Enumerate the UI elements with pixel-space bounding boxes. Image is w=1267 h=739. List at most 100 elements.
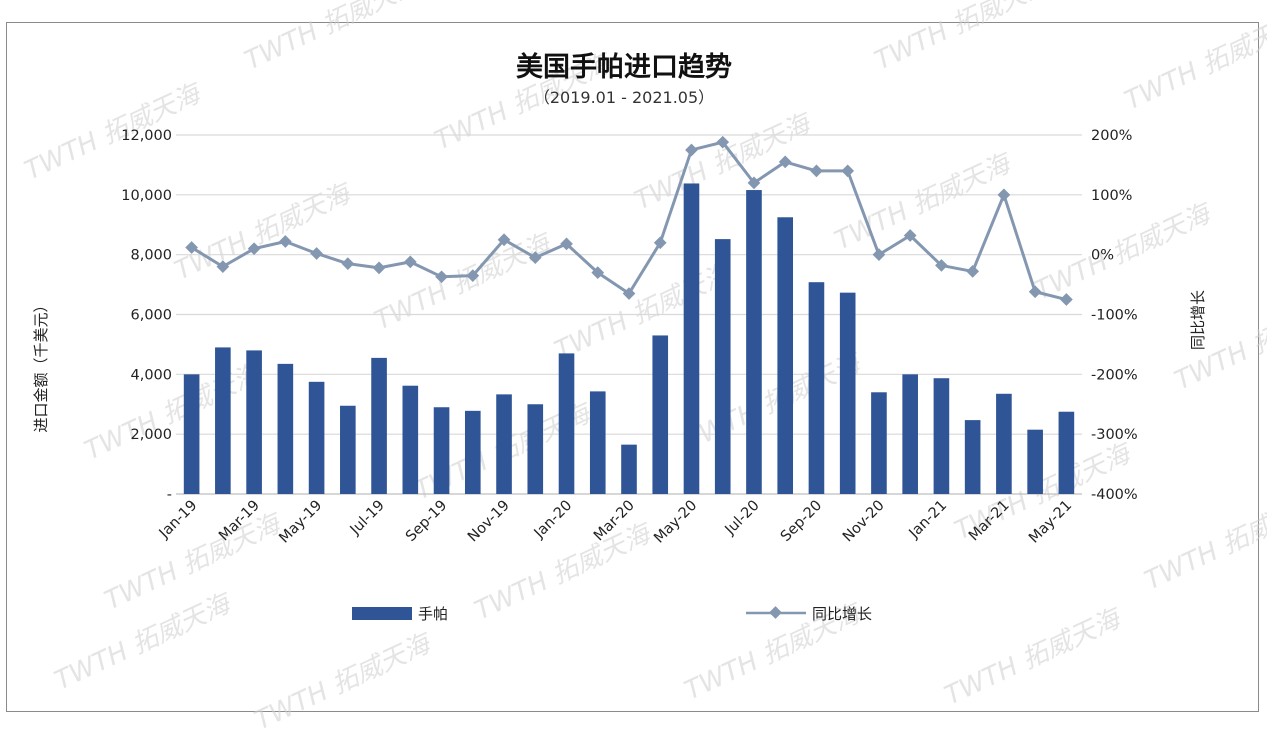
bar [308,381,325,494]
y-tick-label: 12,000 [121,128,172,144]
y2-tick-label: -200% [1091,367,1138,383]
watermark-text: TWTH 拓威天海 [50,587,238,696]
y2-tick-label: -400% [1091,487,1138,503]
bar [433,407,450,494]
bar [277,363,294,494]
bar [402,385,419,494]
bar [933,378,950,494]
y2-tick-label: 200% [1091,128,1132,144]
y-tick-label: 10,000 [121,188,172,204]
bar [527,404,544,494]
chart-subtitle: （2019.01 - 2021.05） [534,88,714,107]
line-point [278,235,292,248]
chart-title: 美国手帕进口趋势 [516,51,732,83]
bar [496,394,512,494]
x-tick-label: Jul-19 [347,498,388,539]
line-point [810,164,823,178]
y-tick-label: 6,000 [130,308,172,324]
legend-label-line: 同比增长 [812,605,872,623]
x-tick-label: May-20 [651,498,700,547]
bar [964,420,981,494]
y2-tick-label: -100% [1091,308,1138,324]
watermark-text: TWTH 拓威天海 [1170,287,1267,396]
line-point [435,270,448,284]
y-tick-label: 4,000 [130,367,172,383]
line-point [310,247,323,260]
bar [1027,429,1043,494]
bar [871,392,887,494]
line-point [841,164,855,178]
watermark-text: TWTH 拓威天海 [550,257,738,366]
x-tick-label: Sep-20 [778,498,825,545]
bar [558,353,575,494]
y2-axis-title: 同比增长 [1189,290,1207,350]
line-point [372,261,386,275]
watermark-text: TWTH 拓威天海 [20,77,208,186]
line-series [185,135,1073,306]
bar [902,374,918,494]
bar [246,350,262,494]
line-point [685,143,698,157]
watermark-text: TWTH 拓威天海 [100,507,288,616]
bar [621,444,637,494]
bar [808,282,825,494]
bar [1058,411,1075,494]
bar [215,347,231,494]
bar [777,217,794,495]
line-point [216,260,230,273]
bar [746,190,762,494]
bar [996,393,1012,494]
x-tick-label: Jan-20 [531,498,576,543]
x-tick-label: Jan-19 [156,498,201,543]
watermark-text: TWTH 拓威天海 [1140,487,1267,596]
bar-series [183,183,1075,495]
watermark-text: TWTH 拓威天海 [870,0,1058,76]
line-point [341,257,355,271]
watermark-text: TWTH 拓威天海 [940,602,1128,711]
y-axis-title: 进口金额（千美元） [32,297,50,432]
x-tick-label: Nov-19 [465,498,513,546]
legend-swatch-marker [769,606,782,619]
y-axis-right: -400% -300% -200% -100% 0% 100% 200% [1091,128,1138,503]
y2-tick-label: -300% [1091,427,1138,443]
y2-tick-label: 0% [1091,248,1114,264]
y-tick-label: - [167,487,172,503]
x-tick-label: Sep-19 [403,498,450,545]
x-tick-label: Jan-21 [906,498,951,543]
bar [464,410,481,494]
watermark-text: TWTH 拓威天海 [470,517,658,626]
x-tick-label: May-19 [276,498,325,547]
x-tick-label: Nov-20 [840,498,888,546]
bar [340,405,356,494]
bar [183,374,200,494]
x-tick-label: Jul-20 [722,498,763,539]
line-point [497,233,511,247]
watermark-text: TWTH 拓威天海 [170,177,358,286]
chart-frame [6,22,1259,712]
legend-label-bar: 手帕 [418,605,448,623]
y2-tick-label: 100% [1091,188,1132,204]
line-point [185,241,198,254]
watermark-text: TWTH 拓威天海 [240,0,428,76]
legend-swatch-bar [352,607,412,620]
line-point [247,242,261,256]
line-point [966,265,980,278]
bar [714,239,731,494]
y-tick-label: 2,000 [130,427,172,443]
watermark-text: TWTH 拓威天海 [370,227,558,336]
bar [371,357,387,494]
bar [839,292,856,494]
bar [683,183,700,494]
watermark-text: TWTH 拓威天海 [1120,7,1267,116]
watermark-text: TWTH 拓威天海 [250,627,438,736]
legend: 手帕 同比增长 [352,605,872,623]
bar [589,391,606,494]
y-axis-left: - 2,000 4,000 6,000 8,000 10,000 12,000 [121,128,172,503]
line-point [997,188,1011,202]
line-point [466,269,480,282]
bar [652,335,669,494]
y-tick-label: 8,000 [130,248,172,264]
line-point [403,255,417,269]
